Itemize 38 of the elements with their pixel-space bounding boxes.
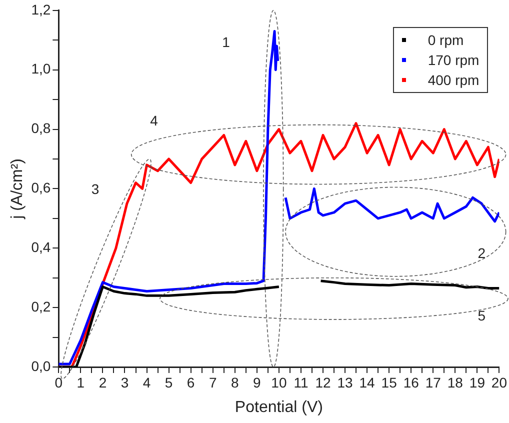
y-tick-label: 0,0 bbox=[31, 358, 51, 374]
y-axis-title: j (A/cm²) bbox=[9, 158, 26, 220]
y-tick-label: 0,8 bbox=[31, 120, 51, 136]
x-tick-label: 19 bbox=[469, 374, 486, 390]
legend-label: 0 rpm bbox=[428, 32, 464, 48]
y-tick-label: 1,0 bbox=[31, 60, 51, 77]
annotation: 1 bbox=[222, 34, 230, 50]
x-tick-label: 15 bbox=[381, 374, 398, 390]
annotation: 2 bbox=[478, 244, 486, 261]
x-tick-label: 18 bbox=[447, 374, 464, 390]
x-tick-label: 13 bbox=[337, 374, 354, 390]
x-axis-title: Potential (V) bbox=[234, 398, 323, 416]
y-tick-label: 1,2 bbox=[31, 1, 51, 18]
x-tick-label: 6 bbox=[186, 374, 195, 390]
x-tick-label: 4 bbox=[142, 374, 151, 390]
x-tick-label: 16 bbox=[403, 374, 420, 390]
x-tick-label: 5 bbox=[164, 374, 173, 390]
annotation: 4 bbox=[150, 112, 158, 129]
y-tick-label: 0,2 bbox=[31, 298, 51, 314]
legend-label: 170 rpm bbox=[428, 52, 480, 68]
x-tick-label: 0 bbox=[54, 374, 63, 390]
x-tick-label: 20 bbox=[491, 374, 508, 390]
legend-label: 400 rpm bbox=[428, 72, 480, 88]
y-tick-label: 0,6 bbox=[31, 180, 51, 196]
x-tick-label: 11 bbox=[294, 374, 308, 390]
x-tick-label: 7 bbox=[208, 374, 217, 390]
x-tick-label: 10 bbox=[271, 374, 287, 390]
x-tick-label: 9 bbox=[253, 374, 262, 390]
x-tick-label: 3 bbox=[120, 374, 129, 390]
x-tick-label: 12 bbox=[315, 374, 331, 390]
x-tick-label: 2 bbox=[98, 374, 107, 390]
x-tick-label: 14 bbox=[359, 374, 376, 390]
x-tick-label: 17 bbox=[425, 374, 442, 390]
x-tick-label: 1 bbox=[76, 374, 85, 390]
annotation: 5 bbox=[478, 307, 486, 324]
x-tick-label: 8 bbox=[230, 374, 239, 390]
y-tick-label: 0,4 bbox=[31, 238, 51, 255]
annotation: 3 bbox=[91, 181, 100, 198]
